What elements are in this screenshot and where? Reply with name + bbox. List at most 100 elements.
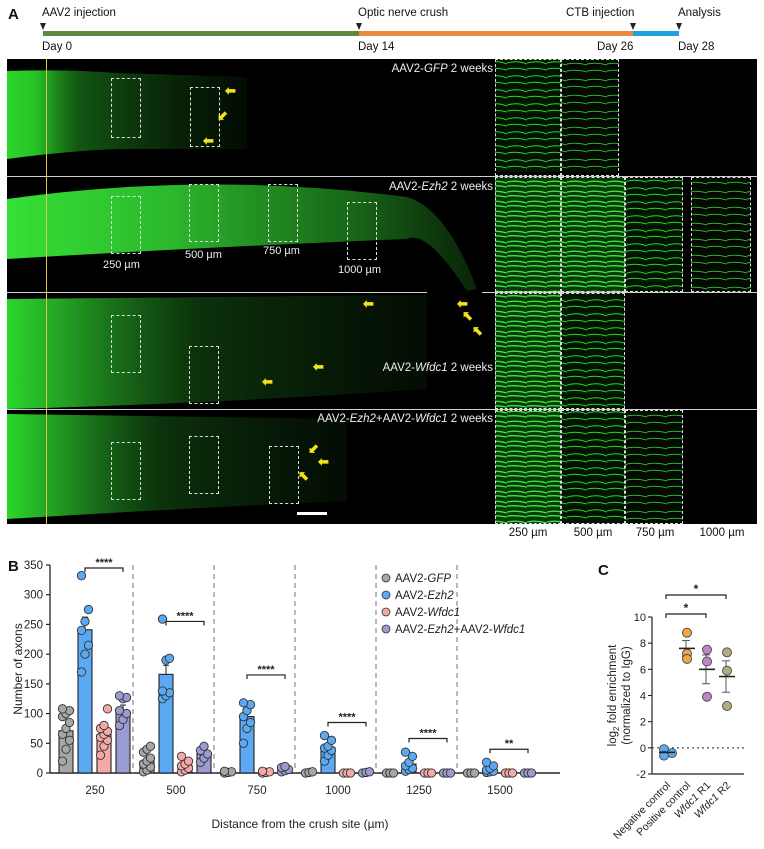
y-tick-label: 2 — [640, 717, 646, 729]
panel-a-letter: A — [8, 6, 19, 23]
inset-label: 500 µm — [573, 527, 613, 539]
data-point — [257, 766, 268, 776]
timeline-day-label: Day 28 — [678, 41, 715, 53]
data-point — [83, 604, 94, 615]
data-point — [80, 649, 90, 659]
timeline-marker-icon — [676, 23, 682, 30]
data-point — [722, 647, 732, 658]
y-axis-label: log2 fold enrichment — [607, 644, 621, 746]
data-point — [102, 704, 113, 714]
significance-marker: **** — [338, 711, 356, 723]
inset-image — [495, 293, 561, 409]
data-point — [76, 625, 87, 636]
roi-box — [189, 436, 219, 494]
y-tick-label: 6 — [640, 664, 646, 676]
legend-entry: AAV2-GFP — [395, 573, 451, 585]
significance-marker: ** — [505, 738, 514, 750]
y-tick-label: 300 — [24, 590, 43, 602]
data-point — [99, 720, 109, 731]
data-point — [95, 750, 106, 760]
arrow-icon: ⬋ — [217, 108, 228, 123]
timeline-event-label: Optic nerve crush — [358, 7, 449, 19]
data-point — [238, 738, 249, 748]
significance-marker: **** — [257, 664, 275, 676]
data-point — [64, 717, 75, 728]
data-point — [426, 768, 437, 778]
inset-label: 1000 µm — [699, 527, 745, 539]
timeline-segment-ctb — [633, 31, 679, 36]
arrow-icon: ⬅ — [203, 133, 214, 148]
data-point — [157, 686, 168, 696]
data-point — [145, 753, 156, 763]
y-tick-label: 4 — [640, 691, 646, 703]
data-point — [469, 768, 480, 778]
data-point — [400, 747, 411, 757]
timeline-day-label: Day 0 — [42, 41, 73, 53]
y-tick-label: 10 — [634, 612, 646, 624]
data-point — [183, 756, 194, 766]
significance-marker: **** — [176, 610, 194, 622]
roi-box — [111, 315, 141, 373]
data-point — [345, 768, 356, 778]
significance-marker: * — [684, 601, 689, 615]
timeline-marker-icon — [356, 23, 362, 30]
timeline-day-label: Day 14 — [358, 41, 395, 53]
data-point — [722, 665, 732, 676]
data-point — [114, 705, 125, 716]
microscopy-panel: AAV2-GFP 2 weeks AAV2-Ezh2 2 weeks AAV2-… — [7, 59, 757, 524]
row-separator — [7, 409, 757, 410]
data-point — [219, 766, 230, 776]
data-point — [199, 741, 209, 751]
legend-entry: AAV2-Ezh2+AAV2-Wfdc1 — [395, 624, 525, 636]
data-point — [80, 616, 90, 627]
arrow-icon: ⬉ — [462, 308, 473, 323]
crush-site-line — [46, 59, 47, 524]
data-point — [114, 691, 125, 701]
inset-image — [561, 410, 625, 524]
data-point — [83, 640, 94, 650]
inset-image — [561, 59, 619, 176]
arrow-icon: ⬋ — [308, 441, 319, 456]
roi-box — [347, 202, 377, 260]
row-label-wfdc1: AAV2-Wfdc1 2 weeks — [382, 362, 493, 374]
inset-image — [561, 293, 625, 409]
data-point — [319, 730, 330, 741]
inset-image — [495, 410, 561, 524]
data-point — [659, 750, 669, 761]
distance-label: 750 µm — [263, 245, 300, 257]
distance-label: 1000 µm — [338, 264, 382, 276]
x-tick-label: 500 — [166, 785, 185, 797]
data-point — [57, 704, 68, 714]
inset-label: 750 µm — [635, 527, 675, 539]
data-point — [164, 653, 175, 663]
y-tick-label: 250 — [24, 619, 43, 631]
scale-bar — [297, 512, 327, 515]
panel-b-letter: B — [8, 558, 19, 575]
data-point — [280, 761, 290, 772]
y-axis-label: Number of axons — [11, 623, 25, 714]
y-tick-label: 50 — [30, 738, 43, 750]
timeline-marker-icon — [630, 23, 636, 30]
x-tick-label: 1500 — [487, 785, 513, 797]
significance-marker: **** — [95, 557, 113, 569]
nerve-images — [7, 59, 751, 523]
data-point — [722, 701, 732, 711]
panel-c-letter: C — [598, 562, 609, 579]
inset-image — [495, 59, 561, 176]
arrow-icon: ⬅ — [457, 296, 468, 311]
y-tick-label: 350 — [24, 560, 43, 572]
distance-label: 250 µm — [103, 259, 140, 271]
roi-box — [189, 184, 219, 242]
significance-marker: **** — [419, 728, 437, 740]
arrow-icon: ⬅ — [262, 374, 273, 389]
data-point — [445, 768, 456, 778]
data-point — [407, 751, 418, 762]
data-point — [307, 767, 318, 777]
roi-box — [190, 87, 220, 147]
timeline-event-label: Analysis — [678, 7, 721, 19]
data-point — [388, 768, 399, 778]
row-label-ezh2: AAV2-Ezh2 2 weeks — [389, 181, 493, 193]
y-tick-label: 150 — [24, 679, 43, 691]
row-separator — [7, 176, 757, 177]
